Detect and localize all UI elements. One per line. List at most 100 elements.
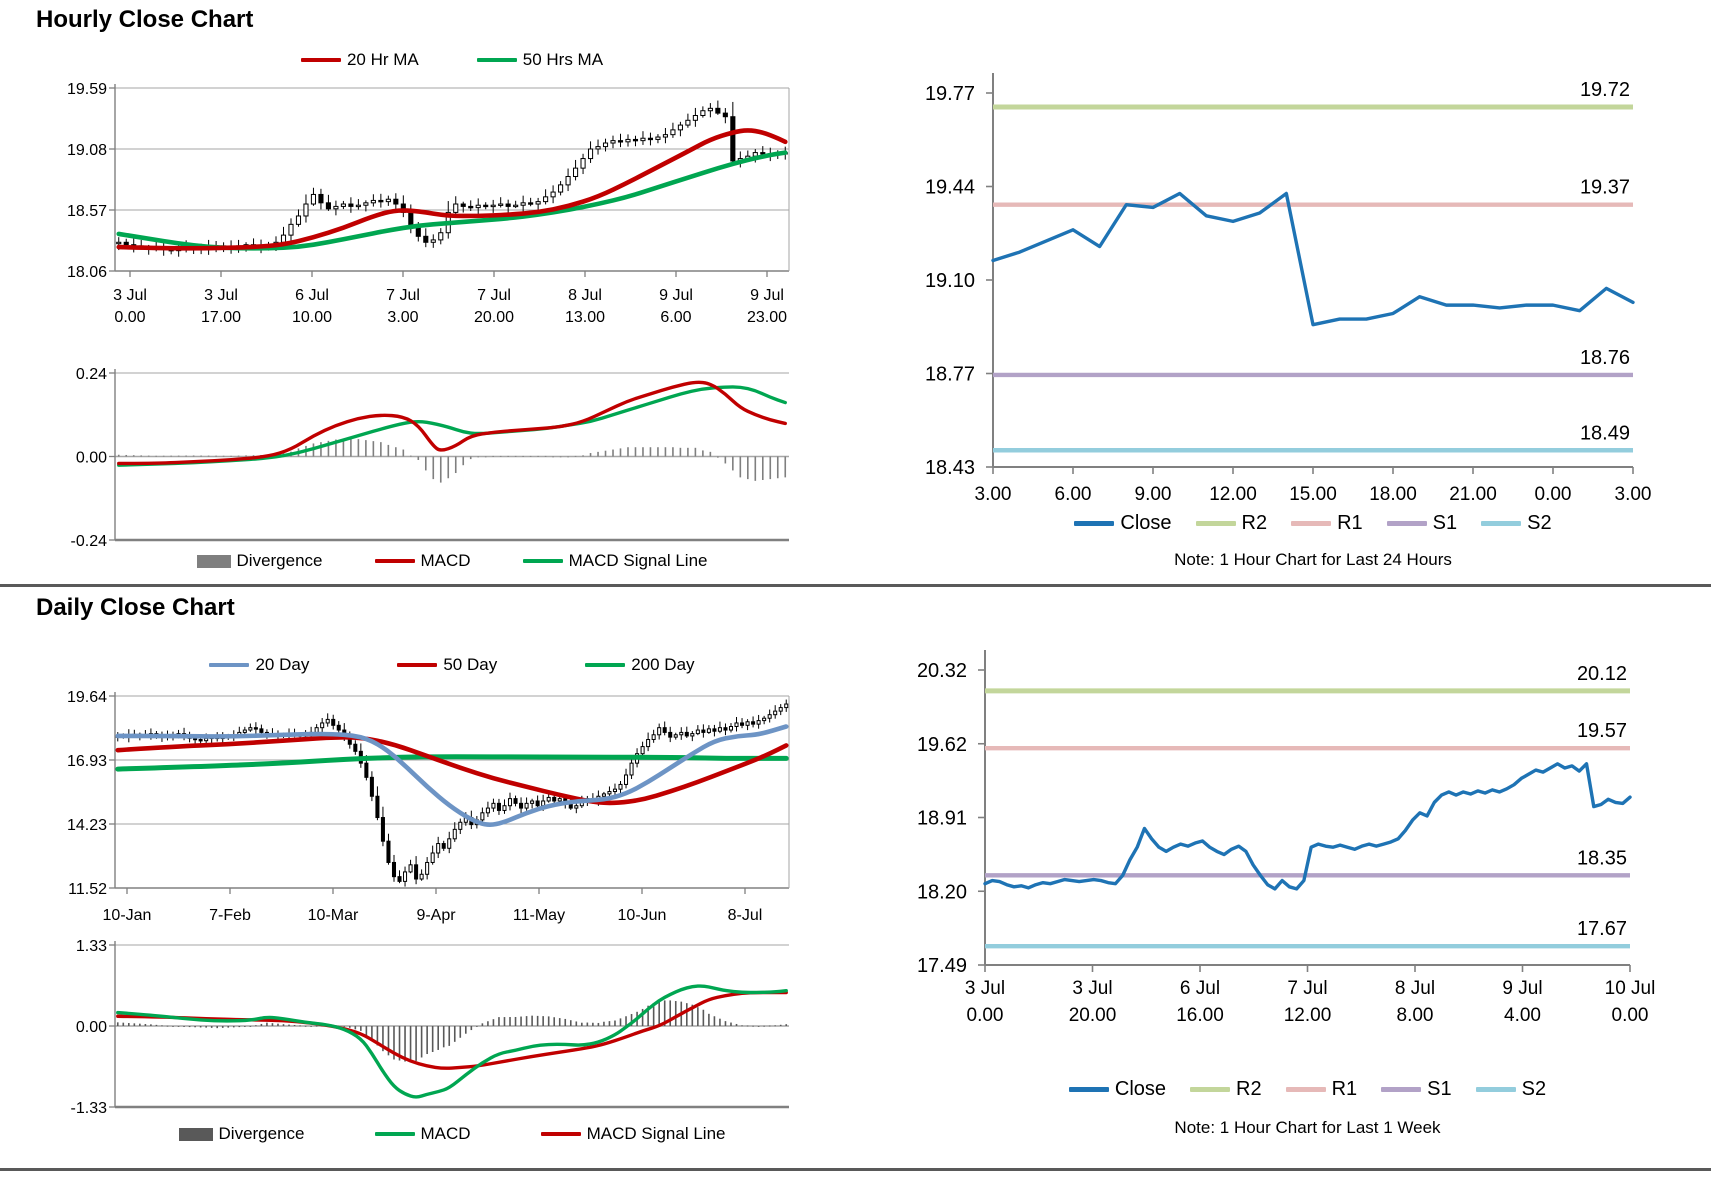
divergence-bar: [575, 1021, 578, 1026]
candle-body: [601, 793, 606, 797]
line-swatch-icon: [522, 558, 563, 564]
candle-body: [436, 843, 441, 854]
candle-body: [318, 193, 324, 204]
x-tick-label: 3.00: [975, 484, 1012, 505]
divergence-bar: [708, 1013, 710, 1026]
candle-body: [348, 203, 354, 207]
divergence-bar: [417, 456, 420, 460]
divergence-bar: [372, 441, 375, 457]
divergence-bar: [215, 455, 217, 457]
divergence-bar: [674, 1001, 677, 1026]
divergence-bar: [636, 1011, 638, 1026]
x-tick-label: 6 Jul: [1180, 978, 1220, 999]
divergence-bar: [702, 1009, 705, 1026]
divergence-bar: [387, 1026, 390, 1056]
x-tick-label: 9-Apr: [416, 907, 456, 924]
divergence-bar: [304, 1025, 307, 1027]
candle-body: [475, 204, 481, 209]
candle-body: [491, 802, 496, 809]
candle-body: [430, 852, 435, 863]
candle-body: [325, 202, 331, 210]
pivot-level-label: 19.57: [1577, 720, 1627, 742]
candle-body: [668, 731, 673, 738]
candle-body: [546, 796, 551, 802]
divergence-bar: [227, 1026, 230, 1028]
x-tick-label: 12.00: [1284, 1005, 1332, 1026]
divergence-bar: [128, 1023, 130, 1026]
candle-body: [513, 204, 519, 208]
x-tick-label: 10-Jan: [103, 907, 152, 924]
candle-body: [513, 798, 518, 804]
candle-body: [469, 817, 474, 826]
divergence-bar: [702, 450, 704, 457]
x-tick-label: 8 Jul: [1395, 978, 1435, 999]
candle-body: [602, 142, 609, 148]
line-swatch-icon: [1481, 521, 1522, 526]
candle-body: [295, 215, 302, 225]
candle-body: [740, 722, 745, 726]
pivot-level-label: 20.12: [1577, 663, 1627, 685]
candle-body: [206, 246, 212, 250]
divergence-bar: [426, 1026, 428, 1055]
candle-body: [419, 873, 424, 880]
candle-body: [288, 223, 294, 236]
divergence-bar: [687, 447, 689, 457]
legend-label: Divergence: [218, 1124, 305, 1143]
divergence-bar: [232, 1026, 235, 1028]
legend-item-r1: R1: [1285, 1078, 1357, 1101]
divergence-bar: [161, 1025, 163, 1027]
x-tick-label: 0.00: [114, 309, 145, 326]
candle-body: [452, 828, 457, 840]
divergence-bar: [691, 1004, 694, 1026]
divergence-bar: [382, 1026, 384, 1052]
candle-body: [309, 731, 314, 736]
candle-body: [364, 762, 369, 778]
divergence-bars: [116, 1000, 788, 1062]
divergence-bar: [735, 1023, 738, 1026]
divergence-bar: [597, 451, 599, 457]
divergence-bar: [657, 447, 659, 457]
divergence-bar: [630, 1014, 633, 1026]
candle-body: [242, 729, 247, 733]
candle-body: [717, 727, 722, 732]
candle-body: [408, 211, 414, 229]
divergence-bar: [779, 1024, 782, 1026]
divergence-bar: [238, 1026, 241, 1028]
x-tick-label: 16.00: [1176, 1005, 1224, 1026]
x-tick-label: 9 Jul: [659, 287, 693, 304]
divergence-bar: [581, 1022, 583, 1026]
candle-body: [423, 235, 429, 243]
divergence-bar: [310, 1026, 312, 1027]
candle-body: [712, 728, 717, 732]
legend-item-20-day: 20 Day: [209, 655, 309, 675]
x-tick-label: 13.00: [565, 309, 605, 326]
candle-body: [170, 734, 176, 737]
y-tick-label: 18.77: [925, 364, 975, 386]
legend-item-macd: MACD: [374, 1124, 471, 1144]
candle-body: [386, 840, 391, 863]
divergence-bar: [525, 1016, 528, 1026]
divergence-bar: [537, 455, 539, 457]
x-tick-label: 7 Jul: [1287, 978, 1327, 999]
divergence-bar: [424, 456, 427, 471]
x-tick-label: 20.00: [1069, 1005, 1117, 1026]
candle-body: [292, 733, 297, 736]
divergence-bar: [183, 1026, 185, 1027]
candle-body: [253, 727, 258, 730]
candle-body: [485, 807, 490, 814]
candle-body: [275, 734, 280, 737]
candle-body: [198, 247, 204, 251]
candle-body: [657, 727, 662, 736]
ma200-line: [115, 754, 789, 772]
divergence-bar: [522, 455, 524, 457]
candle-body: [213, 245, 219, 248]
divergence-bar: [514, 455, 517, 457]
divergence-bar: [271, 1023, 274, 1026]
divergence-bar: [415, 1026, 417, 1061]
divergence-bar: [741, 1025, 743, 1027]
daily-macd-chart: 1.33 0.00 -1.33: [71, 938, 789, 1117]
legend-item-macd: MACD: [374, 551, 471, 571]
candle-body: [707, 107, 713, 112]
divergence-bar: [210, 1026, 213, 1028]
candle-body: [176, 247, 182, 252]
